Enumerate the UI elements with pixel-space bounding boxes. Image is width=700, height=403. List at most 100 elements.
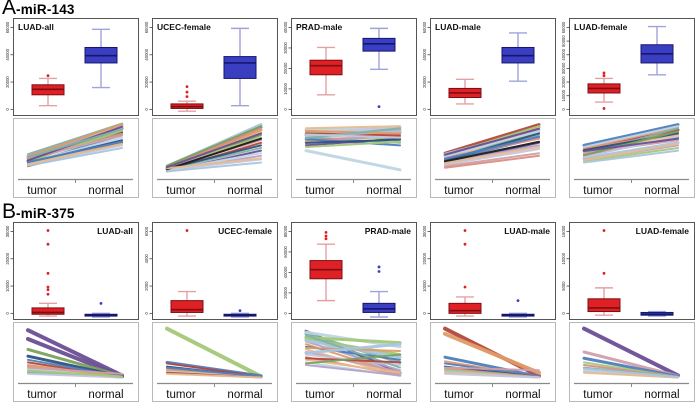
- subplot-b-ucec-female: 0 2000 4000 6000 UCEC-female tumor normal: [141, 222, 278, 402]
- y-tick-label: 60000: [5, 21, 10, 33]
- box-chart: 0 2000 4000 6000 UCEC-female: [144, 222, 278, 320]
- y-tick-label: 20000: [283, 286, 288, 298]
- y-tick-label: 5000: [561, 281, 566, 291]
- panel-b-heading: B -miR-375: [2, 200, 700, 223]
- y-tick-label: 0: [144, 108, 149, 111]
- y-tick-label: 10000: [561, 89, 566, 101]
- box-chart: 0 10000 20000 30000 40000 PRAD-male: [283, 18, 417, 116]
- y-tick-label: 2000: [144, 281, 149, 291]
- subplot-title: LUAD-male: [435, 22, 481, 32]
- y-tick-label: 4000: [144, 253, 149, 263]
- y-tick-label: 20000: [422, 76, 427, 88]
- paired-lines-chart: tumor normal: [152, 118, 278, 198]
- subplot-a-ucec-female: 0 20000 40000 60000 UCEC-female tumor normal: [141, 18, 278, 198]
- paired-lines-chart: tumor normal: [569, 322, 695, 402]
- subplot-a-luad-female: 0 10000 20000 30000 40000 50000 60000 LUAD-fema…: [558, 18, 695, 198]
- x-label-normal: normal: [505, 389, 540, 401]
- y-tick-label: 20000: [283, 62, 288, 74]
- y-tick-label: 60000: [144, 21, 149, 33]
- y-tick-label: 40000: [5, 48, 10, 60]
- subplot-b-luad-female: 0 5000 10000 15000 LUAD-female tumor normal: [558, 222, 695, 402]
- x-label-normal: normal: [227, 185, 262, 197]
- y-tick-label: 20000: [422, 252, 427, 264]
- paired-lines-chart: tumor normal: [569, 118, 695, 198]
- panel-a-row: 0 20000 40000 60000 LUAD-all tumor normal 0 2000…: [2, 18, 700, 198]
- y-tick-label: 0: [283, 108, 288, 111]
- panel-a-mirna: -miR-143: [16, 2, 75, 17]
- subplot-a-luad-all: 0 20000 40000 60000 LUAD-all tumor normal: [2, 18, 139, 198]
- x-label-tumor: tumor: [305, 185, 335, 197]
- subplot-b-prad-male: 0 20000 40000 60000 80000 PRAD-male tumor norma…: [280, 222, 417, 402]
- y-tick-label: 10000: [422, 280, 427, 292]
- subplot-b-luad-all: 0 10000 20000 30000 LUAD-all tumor normal: [2, 222, 139, 402]
- x-label-normal: normal: [227, 389, 262, 401]
- y-tick-label: 20000: [5, 76, 10, 88]
- paired-lines-chart: tumor normal: [291, 118, 417, 198]
- x-label-normal: normal: [366, 185, 401, 197]
- subplot-title: UCEC-female: [157, 22, 211, 32]
- x-label-tumor: tumor: [166, 389, 196, 401]
- y-tick-label: 0: [561, 108, 566, 111]
- x-label-tumor: tumor: [444, 185, 474, 197]
- y-tick-label: 15000: [561, 225, 566, 237]
- y-tick-label: 40000: [283, 266, 288, 278]
- subplot-title: LUAD-female: [574, 22, 628, 32]
- x-label-normal: normal: [366, 389, 401, 401]
- panel-a-heading: A -miR-143: [2, 0, 700, 19]
- box-chart: 0 20000 40000 60000 LUAD-male: [422, 18, 556, 116]
- y-tick-label: 30000: [422, 225, 427, 237]
- x-label-normal: normal: [644, 185, 679, 197]
- panel-b-row: 0 10000 20000 30000 LUAD-all tumor normal 0 2000…: [2, 222, 700, 402]
- y-tick-label: 30000: [5, 225, 10, 237]
- subplot-title: LUAD-all: [18, 22, 54, 32]
- y-tick-label: 40000: [283, 21, 288, 33]
- x-label-normal: normal: [505, 185, 540, 197]
- subplot-a-prad-male: 0 10000 20000 30000 40000 PRAD-male tumor norma…: [280, 18, 417, 198]
- y-tick-label: 20000: [144, 76, 149, 88]
- y-tick-label: 40000: [561, 48, 566, 60]
- box-chart: 0 5000 10000 15000 LUAD-female: [561, 222, 695, 320]
- panel-b-label: B: [2, 200, 17, 223]
- y-tick-label: 60000: [561, 21, 566, 33]
- y-tick-label: 20000: [5, 252, 10, 264]
- subplot-title: PRAD-male: [296, 22, 343, 32]
- y-tick-label: 0: [561, 312, 566, 315]
- x-label-tumor: tumor: [27, 389, 57, 401]
- paired-lines-chart: tumor normal: [13, 118, 139, 198]
- box-chart: 0 10000 20000 30000 LUAD-male: [422, 222, 556, 320]
- x-label-tumor: tumor: [583, 185, 613, 197]
- subplot-b-luad-male: 0 10000 20000 30000 LUAD-male tumor normal: [419, 222, 556, 402]
- x-label-tumor: tumor: [27, 185, 57, 197]
- paired-lines-chart: tumor normal: [291, 322, 417, 402]
- x-label-normal: normal: [88, 389, 123, 401]
- subplot-title: LUAD-female: [636, 226, 690, 236]
- box-chart: 0 20000 40000 60000 UCEC-female: [144, 18, 278, 116]
- subplot-title: LUAD-male: [504, 226, 550, 236]
- y-tick-label: 0: [5, 312, 10, 315]
- x-label-tumor: tumor: [166, 185, 196, 197]
- subplot-title: UCEC-female: [218, 226, 272, 236]
- y-tick-label: 0: [422, 108, 427, 111]
- y-tick-label: 40000: [422, 48, 427, 60]
- box-chart: 0 20000 40000 60000 80000 PRAD-male: [283, 222, 417, 320]
- x-label-normal: normal: [88, 185, 123, 197]
- y-tick-label: 0: [144, 312, 149, 315]
- paired-lines-chart: tumor normal: [13, 322, 139, 402]
- y-tick-label: 10000: [561, 252, 566, 264]
- y-tick-label: 60000: [283, 245, 288, 257]
- panel-b-mirna: -miR-375: [16, 206, 75, 221]
- y-tick-label: 50000: [561, 35, 566, 47]
- box-chart: 0 10000 20000 30000 LUAD-all: [5, 222, 139, 320]
- y-tick-label: 30000: [561, 62, 566, 74]
- y-tick-label: 40000: [144, 48, 149, 60]
- x-label-tumor: tumor: [583, 389, 613, 401]
- y-tick-label: 10000: [283, 82, 288, 94]
- x-label-tumor: tumor: [444, 389, 474, 401]
- y-tick-label: 0: [422, 312, 427, 315]
- panel-a-label: A: [2, 0, 17, 19]
- y-tick-label: 10000: [5, 280, 10, 292]
- x-label-normal: normal: [644, 389, 679, 401]
- y-tick-label: 6000: [144, 226, 149, 236]
